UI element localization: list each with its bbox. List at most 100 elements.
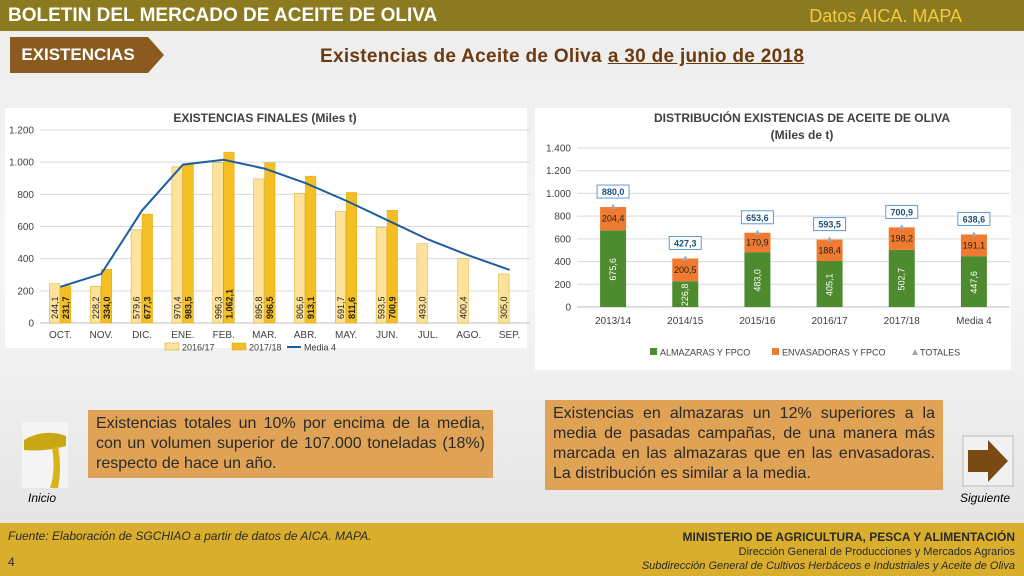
x-tick-label: ABR. <box>294 330 317 341</box>
bar-segment <box>672 258 699 282</box>
x-tick-label: 2016/17 <box>812 316 849 327</box>
note: Existencias en almazaras un 12% superior… <box>545 400 943 490</box>
nav-prev[interactable]: Inicio <box>28 491 56 505</box>
y-tick-label: 600 <box>554 234 571 245</box>
total-label: 700,9 <box>890 207 913 217</box>
bar <box>171 166 183 324</box>
legend-label: 2017/18 <box>249 343 282 353</box>
total-label: 653,6 <box>746 213 769 223</box>
y-tick-label: 400 <box>17 254 34 265</box>
chart-subtitle: (Miles de t) <box>771 128 834 142</box>
value-label: 700,9 <box>388 296 398 319</box>
value-label: 400,4 <box>458 296 468 319</box>
bar <box>346 192 357 324</box>
bar <box>375 227 387 324</box>
x-tick-label: NOV. <box>89 330 113 341</box>
bar-segment <box>888 249 915 307</box>
legend-label: ALMAZARAS Y FPCO <box>660 348 750 358</box>
value-label: 502,7 <box>897 268 907 291</box>
section-tag: EXISTENCIAS <box>21 45 134 64</box>
value-label: 691,7 <box>336 296 346 319</box>
value-label: 579,6 <box>132 296 142 319</box>
x-tick-label: MAR. <box>252 330 277 341</box>
y-tick-label: 800 <box>17 190 34 201</box>
value-label: 1.062,1 <box>224 289 234 319</box>
legend-label: 2016/17 <box>182 343 215 353</box>
value-label: 677,3 <box>143 296 153 319</box>
x-tick-label: 2015/16 <box>739 316 776 327</box>
bar <box>457 258 469 324</box>
y-tick-label: 800 <box>554 212 571 223</box>
value-label: 675,6 <box>608 258 618 281</box>
x-tick-label: 2013/14 <box>595 316 632 327</box>
bar <box>294 193 306 324</box>
total-label-box <box>885 204 919 219</box>
line <box>60 158 510 288</box>
value-label: 244,1 <box>50 296 60 319</box>
total-label-box <box>957 211 991 226</box>
value-label: 983,5 <box>183 296 193 319</box>
x-tick-label: 2014/15 <box>667 316 704 327</box>
value-label: 593,5 <box>377 296 387 319</box>
legend-label: ENVASADORAS Y FPCO <box>782 348 886 358</box>
total-label-box <box>813 217 847 232</box>
value-label: 483,0 <box>752 269 762 292</box>
bar-segment <box>960 256 987 307</box>
x-tick-label: MAY. <box>335 330 357 341</box>
ministry: MINISTERIO DE AGRICULTURA, PESCA Y ALIME… <box>682 530 1015 544</box>
total-label: 593,5 <box>818 220 841 230</box>
y-tick-label: 1.200 <box>9 126 34 137</box>
x-tick-label: ENE. <box>171 330 194 341</box>
value-label: 405,1 <box>825 273 835 296</box>
bar <box>386 210 398 324</box>
total-label-box <box>668 235 702 250</box>
header-title: BOLETIN DEL MERCADO DE ACEITE DE OLIVA <box>8 5 438 26</box>
bar-segment <box>600 207 627 231</box>
legend-swatch <box>164 342 180 351</box>
value-label: 204,4 <box>602 214 625 224</box>
bar <box>212 162 224 324</box>
value-label: 996,5 <box>265 296 275 319</box>
total-label-box <box>740 210 774 225</box>
total-label-box <box>596 184 630 199</box>
nav-next[interactable]: Siguiente <box>960 491 1010 505</box>
legend-label: TOTALES <box>920 348 960 358</box>
value-label: 226,8 <box>680 284 690 307</box>
bar-segment <box>672 281 699 307</box>
x-tick-label: DIC. <box>132 330 152 341</box>
legend-swatch <box>772 348 779 355</box>
y-tick-label: 400 <box>554 257 571 268</box>
value-label: 806,6 <box>295 296 305 319</box>
total-marker <box>970 231 977 237</box>
x-tick-label: JUL. <box>418 330 439 341</box>
value-label: 493,0 <box>417 296 427 319</box>
total-marker <box>610 204 617 210</box>
value-label: 200,5 <box>674 265 697 275</box>
bar-segment <box>816 260 843 307</box>
x-tick-label: OCT. <box>49 330 72 341</box>
value-label: 228,2 <box>91 296 101 319</box>
value-label: 198,2 <box>890 234 913 244</box>
bar-segment <box>744 252 771 307</box>
subtitle: Existencias de Aceite de Oliva a 30 de ju… <box>320 46 804 68</box>
subtitle-text: Existencias de Aceite de Oliva <box>320 46 602 67</box>
bar <box>90 286 101 324</box>
bar-segment <box>888 227 915 250</box>
y-tick-label: 200 <box>554 280 571 291</box>
value-label: 231,7 <box>61 296 71 319</box>
next-arrow[interactable] <box>962 435 1014 487</box>
bar <box>141 213 153 324</box>
x-tick-label: JUN. <box>376 330 398 341</box>
total-marker <box>754 229 761 235</box>
bar <box>49 283 61 324</box>
y-tick-label: 600 <box>17 222 34 233</box>
value-label: 447,6 <box>969 271 979 294</box>
legend-swatch <box>650 348 657 355</box>
x-tick-label: Media 4 <box>956 316 992 327</box>
chart-title: EXISTENCIAS FINALES (Miles t) <box>173 111 356 125</box>
total-label: 880,0 <box>602 187 625 197</box>
bar <box>305 175 317 324</box>
bar <box>101 269 112 324</box>
subtitle-date: a 30 de junio de 2018 <box>607 46 805 67</box>
value-label: 996,3 <box>213 296 223 319</box>
